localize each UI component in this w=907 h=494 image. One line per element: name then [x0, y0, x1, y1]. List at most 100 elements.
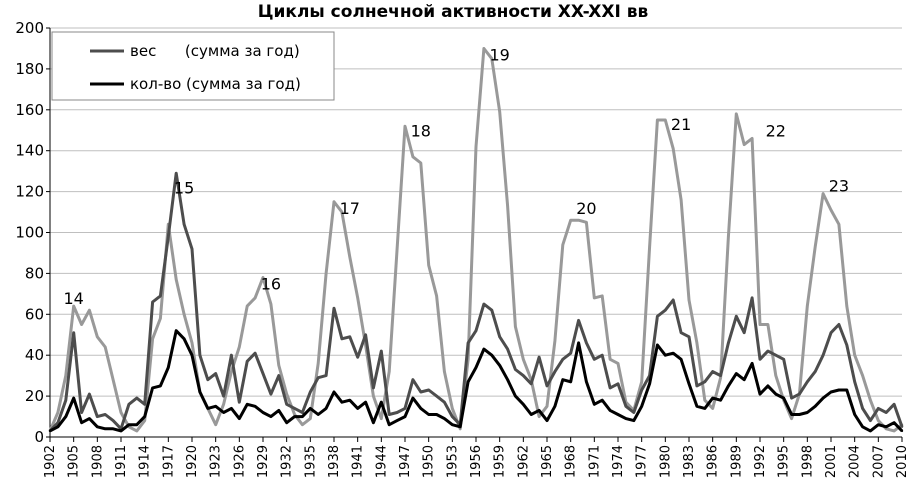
data-point [88, 392, 91, 396]
data-point [230, 354, 233, 357]
cycle-label-20: 20 [576, 199, 596, 218]
x-tick-label: 1929 [256, 445, 271, 478]
data-point [222, 411, 225, 414]
data-point [679, 331, 683, 334]
data-point [561, 378, 564, 381]
data-point [167, 366, 170, 369]
data-point [332, 307, 336, 310]
data-point [64, 415, 68, 418]
data-point [711, 407, 714, 410]
data-point [395, 411, 399, 414]
data-point [88, 417, 91, 420]
data-point [861, 407, 864, 410]
data-point [427, 264, 430, 267]
data-point [72, 304, 75, 308]
data-point [56, 421, 60, 424]
data-point [616, 382, 620, 385]
data-point [806, 380, 809, 383]
data-point [364, 333, 367, 336]
data-point [774, 374, 777, 377]
data-point [498, 110, 501, 114]
data-point [885, 427, 888, 430]
data-point [885, 425, 888, 428]
x-tick-label: 1962 [516, 445, 531, 478]
data-point [104, 345, 107, 349]
data-point [758, 358, 762, 361]
data-point [198, 390, 202, 394]
x-tick-label: 1914 [138, 445, 153, 478]
data-point [506, 204, 509, 208]
data-point [127, 423, 131, 426]
x-tick-label: 1971 [587, 445, 602, 478]
data-point [285, 403, 288, 406]
data-point [466, 380, 470, 383]
data-point [727, 384, 730, 388]
data-point [269, 302, 273, 306]
data-point [719, 376, 722, 379]
data-point [806, 411, 809, 414]
data-point [309, 417, 312, 420]
x-tick-label: 1980 [658, 445, 673, 478]
data-point [648, 245, 651, 248]
data-point [182, 223, 186, 226]
data-point [348, 255, 351, 259]
data-point [80, 421, 83, 424]
data-point [127, 403, 131, 406]
data-point [277, 374, 280, 377]
data-point [727, 235, 730, 238]
data-point [277, 409, 280, 412]
x-tick-label: 1926 [232, 445, 247, 478]
data-point [640, 388, 643, 392]
data-point [466, 341, 470, 345]
data-point [498, 335, 501, 338]
data-point [687, 335, 691, 338]
data-point [143, 415, 146, 418]
data-point [537, 409, 541, 412]
data-point [656, 315, 659, 318]
data-point [664, 309, 667, 312]
data-point [806, 304, 809, 308]
data-point [419, 390, 422, 394]
data-point [261, 372, 265, 375]
data-point [695, 384, 699, 388]
cycle-label-18: 18 [411, 121, 431, 140]
data-point [372, 386, 375, 390]
y-tick-label: 80 [25, 264, 44, 282]
data-point [569, 219, 572, 222]
data-point [703, 399, 706, 402]
data-point [790, 396, 793, 400]
data-point [853, 413, 856, 416]
data-point [443, 417, 446, 420]
x-tick-label: 1935 [303, 445, 318, 478]
data-point [561, 358, 564, 361]
data-point [877, 423, 880, 426]
y-tick-label: 180 [15, 60, 44, 78]
data-point [869, 419, 872, 422]
data-point [459, 425, 462, 428]
data-point [419, 161, 422, 165]
data-point [435, 394, 438, 398]
data-point [632, 419, 635, 422]
data-point [151, 300, 154, 304]
y-tick-label: 200 [15, 19, 44, 37]
data-point [332, 390, 336, 394]
data-point [388, 370, 391, 373]
data-point [388, 413, 391, 416]
y-tick-label: 120 [15, 183, 44, 201]
data-point [411, 155, 415, 158]
data-point [766, 349, 770, 353]
x-tick-label: 1989 [729, 445, 744, 478]
data-point [727, 341, 730, 345]
data-point [616, 362, 620, 365]
data-point [301, 423, 304, 426]
x-tick-label: 1920 [185, 445, 200, 478]
data-point [593, 358, 596, 361]
x-tick-label: 1911 [114, 445, 129, 478]
data-point [743, 331, 746, 334]
data-point [380, 349, 383, 353]
data-point [348, 335, 351, 338]
data-point [48, 429, 52, 433]
data-point [608, 358, 612, 361]
data-point [656, 118, 659, 122]
data-point [175, 172, 178, 175]
